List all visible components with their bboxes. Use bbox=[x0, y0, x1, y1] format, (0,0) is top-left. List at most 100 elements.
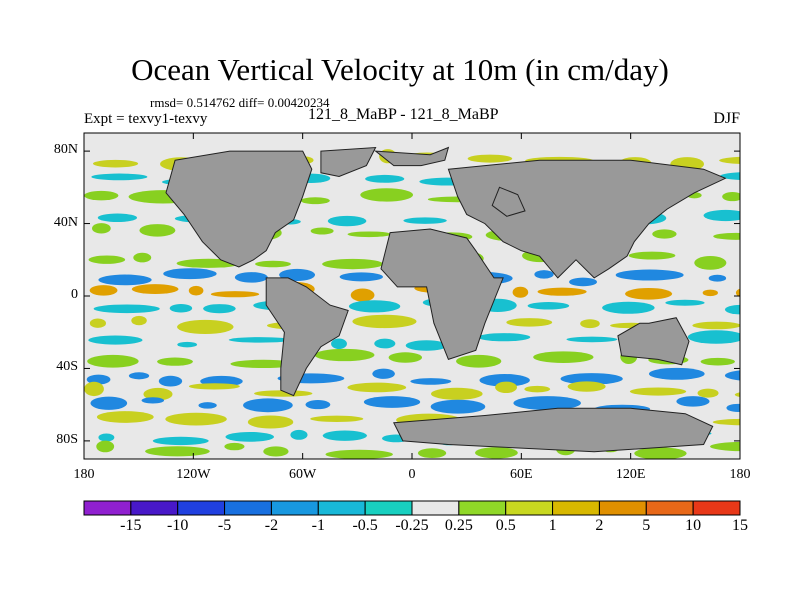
velocity-patch bbox=[687, 330, 740, 344]
velocity-patch bbox=[513, 396, 581, 410]
colorbar-swatch bbox=[598, 500, 647, 516]
velocity-patch bbox=[456, 354, 502, 368]
velocity-patch bbox=[139, 224, 176, 237]
velocity-patch bbox=[263, 446, 289, 457]
velocity-patch bbox=[524, 385, 551, 393]
longitude-label: 180 bbox=[73, 467, 95, 482]
land-mass bbox=[380, 228, 504, 361]
colorbar-swatch bbox=[645, 500, 694, 516]
velocity-patch bbox=[310, 415, 364, 422]
colorbar-swatch bbox=[177, 500, 226, 516]
velocity-patch bbox=[165, 412, 227, 426]
velocity-patch bbox=[692, 321, 740, 330]
velocity-patch bbox=[417, 448, 447, 458]
velocity-patch bbox=[97, 213, 138, 223]
land-mass bbox=[374, 146, 450, 167]
colorbar-swatch bbox=[458, 500, 507, 516]
velocity-patch bbox=[163, 268, 217, 280]
colorbar-label: 10 bbox=[685, 517, 702, 534]
colorbar-label: 15 bbox=[732, 517, 748, 534]
velocity-patch bbox=[188, 383, 240, 390]
velocity-patch bbox=[224, 442, 245, 451]
run-label: 121_8_MaBP - 121_8_MaBP bbox=[308, 106, 499, 123]
colorbar-swatch bbox=[552, 500, 600, 516]
colorbar-swatch bbox=[364, 500, 413, 516]
latitude-label: 40S bbox=[56, 359, 78, 375]
latitude-label: 40N bbox=[53, 214, 78, 230]
colorbar-label: -1 bbox=[311, 517, 325, 534]
velocity-patch bbox=[735, 288, 740, 297]
velocity-patch bbox=[157, 357, 193, 366]
velocity-patch bbox=[479, 373, 530, 387]
velocity-patch bbox=[254, 390, 313, 397]
velocity-patch bbox=[145, 446, 210, 457]
colorbar-label: -5 bbox=[217, 517, 232, 534]
velocity-patch bbox=[310, 227, 334, 235]
velocity-patch bbox=[325, 449, 393, 459]
velocity-patch bbox=[158, 375, 183, 387]
velocity-patch bbox=[410, 378, 452, 385]
velocity-patch bbox=[713, 232, 740, 240]
velocity-patch bbox=[363, 396, 421, 408]
velocity-patch bbox=[360, 188, 414, 202]
colorbar-label: -0.5 bbox=[352, 517, 378, 534]
velocity-patch bbox=[92, 223, 111, 234]
land-mass bbox=[320, 146, 377, 178]
colorbar-label: -15 bbox=[120, 517, 142, 534]
velocity-patch bbox=[506, 318, 553, 327]
velocity-patch bbox=[243, 398, 293, 413]
colorbar-label: 0.25 bbox=[444, 517, 473, 534]
velocity-patch bbox=[352, 314, 417, 329]
velocity-patch bbox=[247, 415, 294, 429]
velocity-patch bbox=[708, 274, 727, 282]
velocity-patch bbox=[372, 368, 395, 379]
longitude-label: 120W bbox=[176, 467, 211, 482]
velocity-patch bbox=[665, 299, 705, 306]
velocity-patch bbox=[347, 382, 407, 393]
velocity-patch bbox=[534, 270, 554, 279]
velocity-patch bbox=[625, 287, 673, 300]
velocity-patch bbox=[90, 396, 128, 410]
velocity-patch bbox=[615, 269, 684, 281]
velocity-patch bbox=[720, 172, 740, 180]
velocity-patch bbox=[467, 154, 513, 163]
velocity-patch bbox=[477, 333, 531, 342]
velocity-patch bbox=[177, 319, 234, 335]
velocity-patch bbox=[89, 285, 118, 296]
colorbar-label: -2 bbox=[264, 517, 279, 534]
velocity-patch bbox=[131, 284, 179, 295]
velocity-patch bbox=[234, 272, 268, 283]
velocity-patch bbox=[602, 301, 655, 314]
latitude-label: 80S bbox=[56, 431, 78, 447]
colorbar-swatch bbox=[505, 500, 554, 516]
velocity-patch bbox=[98, 433, 115, 442]
velocity-patch bbox=[724, 370, 740, 381]
velocity-patch bbox=[694, 255, 727, 270]
land-mass bbox=[393, 407, 714, 453]
velocity-patch bbox=[710, 441, 740, 452]
velocity-patch bbox=[628, 251, 676, 260]
rmsd-diff-stats: rmsd= 0.514762 diff= 0.00420234 bbox=[150, 95, 330, 110]
velocity-patch bbox=[87, 354, 139, 368]
experiment-label: Expt = texvy1-texvy bbox=[84, 111, 208, 127]
latitude-label: 80N bbox=[53, 142, 78, 158]
land-mass bbox=[447, 159, 727, 279]
colorbar-label: 2 bbox=[595, 517, 604, 534]
velocity-patch bbox=[652, 229, 677, 239]
velocity-patch bbox=[629, 387, 687, 396]
velocity-patch bbox=[495, 381, 518, 394]
velocity-patch bbox=[92, 159, 139, 168]
colorbar-label: -0.25 bbox=[395, 517, 429, 534]
colorbar-swatch bbox=[130, 500, 179, 516]
velocity-patch bbox=[474, 447, 518, 459]
velocity-patch bbox=[327, 215, 367, 227]
velocity-patch bbox=[567, 381, 606, 392]
velocity-patch bbox=[726, 403, 740, 412]
colorbar-label: 1 bbox=[548, 517, 557, 534]
velocity-patch bbox=[697, 388, 719, 398]
velocity-patch bbox=[339, 272, 384, 282]
longitude-label: 60E bbox=[510, 467, 533, 482]
velocity-patch bbox=[96, 440, 115, 453]
velocity-patch bbox=[177, 341, 198, 348]
